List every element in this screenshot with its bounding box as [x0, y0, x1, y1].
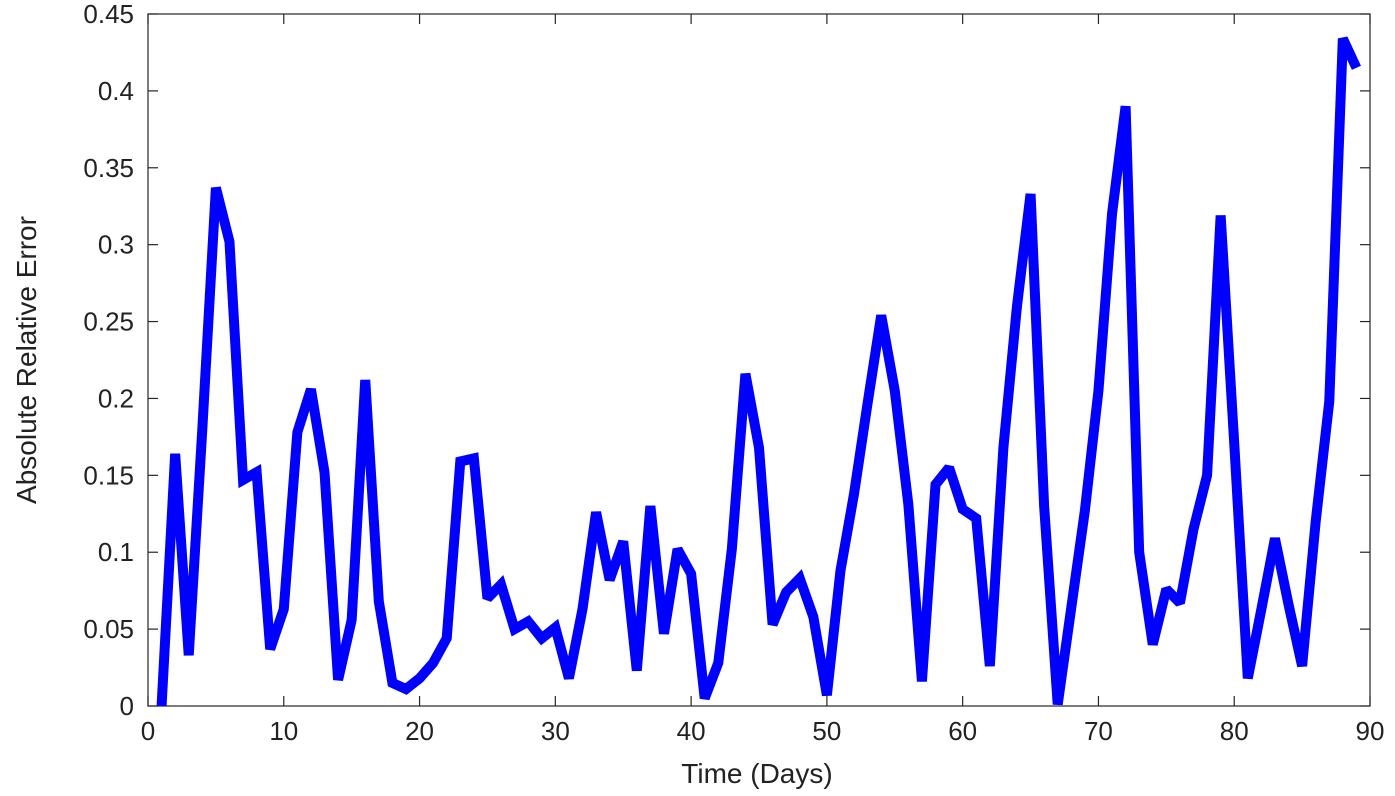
y-tick-label: 0.2 — [98, 383, 134, 413]
y-tick-label: 0.05 — [83, 614, 134, 644]
y-tick-label: 0.35 — [83, 153, 134, 183]
series-line — [156, 36, 1361, 707]
y-tick-label: 0 — [120, 691, 134, 721]
y-tick-label: 0.15 — [83, 460, 134, 490]
x-axis-label: Time (Days) — [681, 758, 832, 789]
axes-frame — [147, 13, 1371, 707]
x-tick-label: 70 — [1084, 716, 1113, 746]
x-tick-label: 50 — [812, 716, 841, 746]
x-tick-label: 0 — [141, 716, 155, 746]
axes: 0 10 20 30 40 50 60 70 80 90 0 0.05 0.1 0.15 0.2 0.25 0.… — [83, 0, 1384, 746]
y-tick-label: 0.3 — [98, 230, 134, 260]
y-tick-label: 0.45 — [83, 0, 134, 29]
x-tick-label: 30 — [541, 716, 570, 746]
x-tick-label: 20 — [405, 716, 434, 746]
y-tick-label: 0.25 — [83, 307, 134, 337]
y-tick-label: 0.4 — [98, 76, 134, 106]
y-axis-label: Absolute Relative Error — [11, 216, 42, 504]
x-tick-label: 80 — [1220, 716, 1249, 746]
x-tick-label: 40 — [677, 716, 706, 746]
x-tick-label: 90 — [1356, 716, 1385, 746]
x-tick-label: 60 — [948, 716, 977, 746]
y-tick-label: 0.1 — [98, 537, 134, 567]
x-tick-label: 10 — [269, 716, 298, 746]
labels: Time (Days) Absolute Relative Error — [11, 216, 833, 789]
plot-area — [156, 36, 1361, 707]
